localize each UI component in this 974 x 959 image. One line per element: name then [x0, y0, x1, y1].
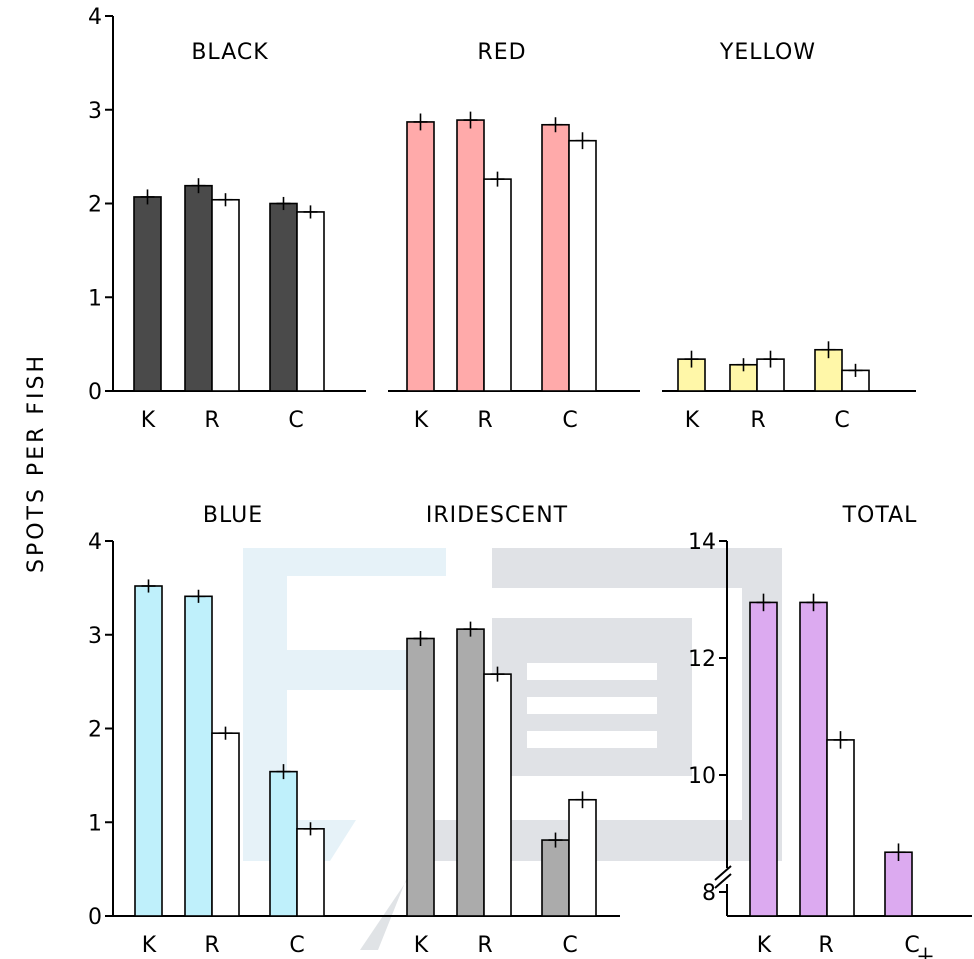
bar-iridescent-K-filled	[406, 637, 435, 917]
bar-iridescent-C-open	[568, 798, 597, 917]
panel-blue: BLUE 0 1 2 3 4 K R C	[88, 503, 356, 958]
category-label-red-R: R	[477, 408, 492, 433]
bar-iridescent-R-filled	[456, 628, 485, 917]
bar-black-R-filled	[184, 184, 213, 392]
y-tick-label-black-4: 4	[88, 5, 102, 30]
category-label-blue-K: K	[142, 933, 157, 958]
bar-iridescent-R-open	[483, 673, 512, 917]
y-tick-label-total-0: 8	[702, 881, 716, 906]
bar-total-R-open	[826, 739, 855, 917]
category-label-total-R: R	[818, 933, 833, 958]
y-axis-title: SPOTS PER FISH	[24, 353, 49, 573]
bar-blue-R-open	[211, 732, 240, 917]
bar-blue-C-open	[296, 828, 325, 917]
panel-title-iridescent: IRIDESCENT	[426, 503, 568, 528]
bar-total-K-filled	[749, 601, 778, 917]
bar-iridescent-C-filled	[541, 839, 570, 917]
axis-break-mark-2	[714, 873, 732, 889]
category-label-blue-C: C	[289, 933, 304, 958]
y-tick-label-black-0: 0	[88, 380, 102, 405]
panel-title-total: TOTAL	[842, 503, 918, 528]
category-label-black-R: R	[204, 408, 219, 433]
y-tick-label-blue-2: 2	[88, 718, 102, 743]
panel-yellow: YELLOW K R C	[662, 40, 916, 433]
y-tick-label-blue-1: 1	[88, 811, 102, 836]
y-tick-label-blue-4: 4	[88, 530, 102, 555]
category-label-total-K: K	[757, 933, 772, 958]
bar-blue-K-filled	[134, 585, 163, 917]
category-label-red-K: K	[414, 408, 429, 433]
bar-red-R-open	[483, 178, 512, 392]
panel-iridescent: IRIDESCENT K R C	[356, 503, 620, 958]
axis-break-mark-1	[714, 865, 732, 881]
category-label-yellow-C: C	[834, 408, 849, 433]
bar-red-R-filled	[456, 119, 485, 392]
panel-total: TOTAL 8 10 12 14 K R C	[688, 503, 972, 959]
panel-title-blue: BLUE	[203, 503, 263, 528]
category-label-iridescent-R: R	[477, 933, 492, 958]
bar-total-C-filled	[884, 851, 913, 917]
category-label-yellow-R: R	[750, 408, 765, 433]
category-label-iridescent-C: C	[562, 933, 577, 958]
bar-black-R-open	[211, 198, 240, 392]
panel-title-yellow: YELLOW	[719, 40, 816, 65]
category-label-iridescent-K: K	[414, 933, 429, 958]
bar-red-C-filled	[541, 123, 570, 392]
category-label-black-K: K	[141, 408, 156, 433]
bar-blue-R-filled	[184, 595, 213, 917]
category-label-red-C: C	[562, 408, 577, 433]
y-tick-label-black-1: 1	[88, 286, 102, 311]
bar-black-C-filled	[269, 202, 298, 392]
y-tick-label-blue-3: 3	[88, 624, 102, 649]
panel-red: RED K R C	[388, 40, 640, 433]
bar-red-K-filled	[406, 121, 435, 392]
y-tick-label-black-2: 2	[88, 193, 102, 218]
bar-red-C-open	[568, 139, 597, 392]
panel-title-black: BLACK	[191, 40, 268, 65]
bar-black-C-open	[296, 211, 325, 392]
y-tick-label-total-1: 10	[688, 764, 716, 789]
bar-total-R-filled	[799, 601, 828, 917]
y-tick-label-black-3: 3	[88, 99, 102, 124]
panel-black: BLACK 0 1 2 3 4 K R C	[88, 5, 366, 433]
panel-title-red: RED	[477, 40, 526, 65]
category-label-yellow-K: K	[685, 408, 700, 433]
bar-black-K-filled	[133, 196, 162, 392]
y-tick-label-total-2: 12	[688, 647, 716, 672]
category-label-total-C: C	[904, 933, 919, 958]
bar-blue-C-filled	[269, 770, 298, 917]
category-label-blue-R: R	[204, 933, 219, 958]
y-tick-label-blue-0: 0	[88, 905, 102, 930]
y-tick-label-total-3: 14	[688, 530, 716, 555]
category-label-black-C: C	[288, 408, 303, 433]
